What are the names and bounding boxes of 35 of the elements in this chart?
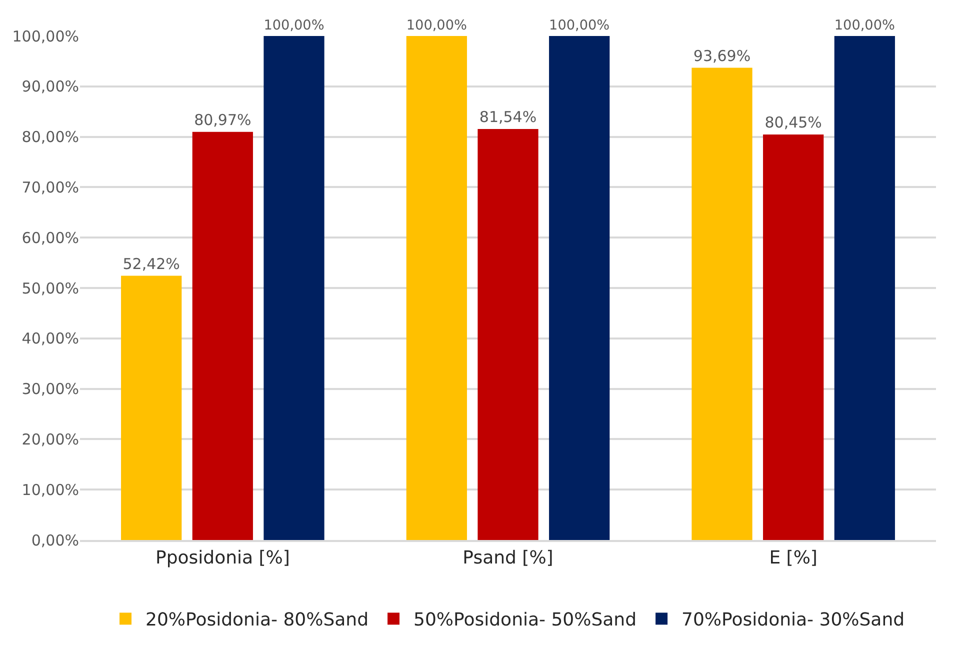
legend-label: 20%Posidonia- 80%Sand (146, 610, 369, 631)
data-label: 81,54% (479, 108, 537, 126)
bar (192, 132, 253, 540)
data-label: 100,00% (549, 17, 610, 34)
data-label: 100,00% (264, 17, 324, 34)
y-tick-label: 60,00% (22, 228, 79, 247)
y-tick-label: 100,00% (12, 27, 79, 46)
bar (121, 276, 182, 540)
bar (264, 36, 324, 540)
data-label: 52,42% (122, 254, 180, 273)
x-tick-label: Psand [%] (462, 547, 554, 568)
x-tick-label: E [%] (769, 547, 818, 568)
x-tick-label: Pposidonia [%] (155, 547, 290, 568)
legend-label: 70%Posidonia- 30%Sand (682, 610, 905, 631)
bar (549, 36, 610, 540)
y-tick-label: 90,00% (22, 78, 79, 96)
bar (834, 36, 895, 540)
bar (692, 68, 752, 540)
bar (406, 36, 467, 540)
y-tick-label: 80,00% (22, 128, 79, 146)
y-tick-label: 70,00% (22, 178, 79, 196)
data-label: 80,97% (194, 110, 252, 129)
y-tick-label: 40,00% (22, 330, 79, 348)
data-label: 80,45% (764, 114, 822, 132)
legend-label: 50%Posidonia- 50%Sand (414, 610, 637, 631)
y-tick-label: 10,00% (22, 480, 79, 499)
bar (763, 134, 824, 540)
data-label: 93,69% (693, 46, 751, 65)
y-tick-label: 0,00% (31, 531, 79, 550)
data-label: 100,00% (834, 17, 896, 34)
y-tick-label: 20,00% (22, 430, 79, 448)
data-label: 100,00% (406, 17, 468, 34)
y-tick-label: 50,00% (22, 279, 79, 298)
y-tick-label: 30,00% (22, 380, 79, 398)
bar (478, 129, 538, 540)
